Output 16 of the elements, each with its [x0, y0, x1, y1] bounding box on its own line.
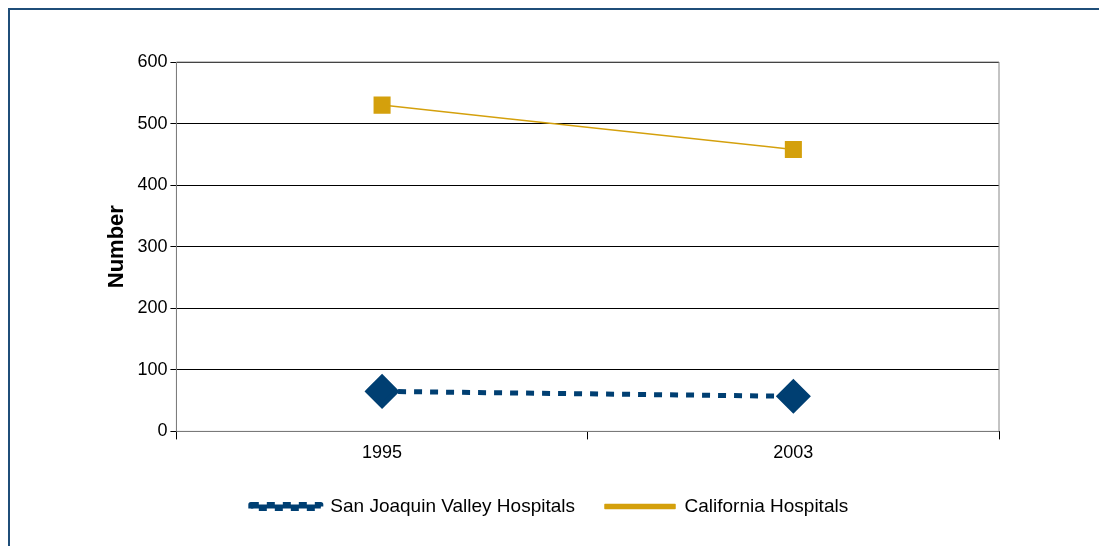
point [784, 140, 802, 158]
y-tick-label: 200 [137, 297, 168, 318]
y-axis-title: Number [103, 204, 129, 289]
y-tick-label: 300 [137, 235, 168, 256]
y-tick-label: 100 [137, 358, 168, 379]
point [373, 96, 391, 114]
y-tick-label: 500 [137, 112, 168, 133]
x-tick-label: 1995 [362, 442, 403, 463]
y-tick-label: 600 [137, 50, 168, 71]
legend-label: California Hospitals [684, 494, 849, 516]
legend-label: San Joaquin Valley Hospitals [330, 494, 576, 516]
point [365, 374, 399, 408]
point [776, 379, 810, 413]
y-tick-label: 400 [137, 174, 168, 195]
x-tick-label: 2003 [773, 442, 814, 463]
y-tick-label: 0 [157, 420, 168, 441]
